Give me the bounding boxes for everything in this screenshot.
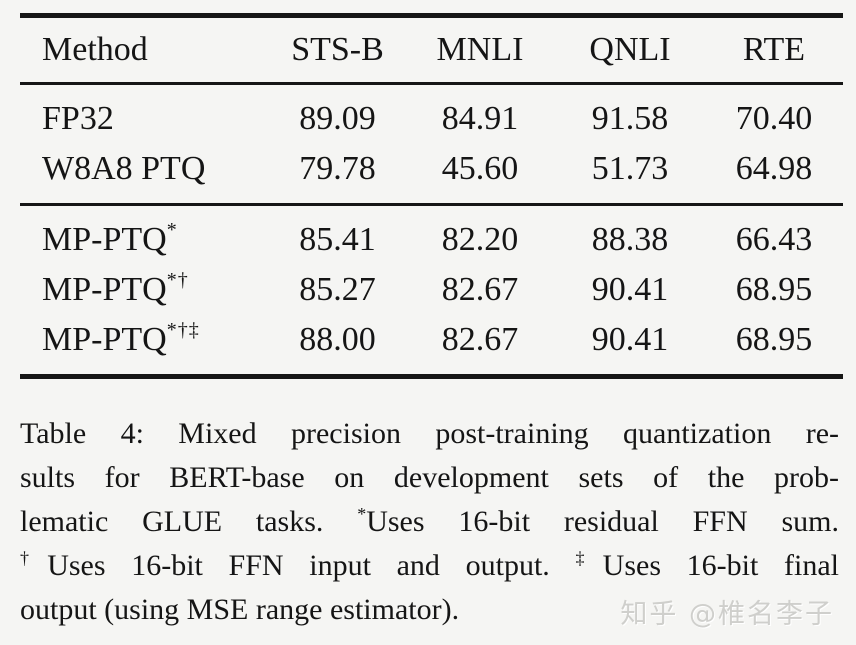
caption-line: sults for BERT-base on development sets … [20,456,839,500]
method-cell: MP-PTQ*†‡ [20,315,270,377]
column-header-method: Method [20,15,270,85]
method-label: FP32 [42,100,114,137]
score-cell: 66.43 [735,221,813,258]
column-header-qnli: QNLI [555,15,705,85]
score-cell: 88.38 [591,221,669,258]
score-cell: 79.78 [270,144,405,206]
footnote-marker: ‡ [575,548,603,568]
caption-line: lematic GLUE tasks. *Uses 16-bit residua… [20,500,839,544]
caption-text: Uses 16-bit final [602,549,839,582]
caption-text: Uses 16-bit residual FFN sum. [366,505,839,538]
column-header-rte: RTE [705,15,843,85]
caption-text: output (using MSE range estimator). [20,593,460,626]
column-header-stsb: STS-B [270,15,405,85]
method-cell: MP-PTQ*† [20,265,270,315]
score-cell: 85.41 [299,221,376,258]
score-cell: 68.95 [735,321,813,358]
table-row: W8A8 PTQ 79.78 45.60 51.73 64.98 [20,144,843,206]
table-row: MP-PTQ*† 85.27 82.67 90.41 68.95 [20,265,843,315]
score-cell: 91.58 [591,100,669,137]
score-cell: 88.00 [299,321,376,358]
method-cell: FP32 [20,84,270,145]
caption-text: lematic GLUE tasks. [20,505,358,538]
caption-line: †Uses 16-bit FFN input and output. ‡Uses… [20,544,839,588]
score-cell: 85.27 [299,271,376,308]
footnote-marker: * [357,504,367,524]
zhihu-watermark: 知乎 @椎名李子 [620,599,834,630]
score-cell: 51.73 [555,144,705,206]
header-row: Method STS-B MNLI QNLI RTE [20,15,843,85]
score-cell: 82.20 [441,221,519,258]
method-marker: *† [166,269,189,291]
method-marker: *†‡ [166,319,200,341]
table-row: FP32 89.09 84.91 91.58 70.40 [20,84,843,145]
method-label: MP-PTQ [42,221,167,258]
score-cell: 82.67 [441,321,519,358]
caption-line: output (using MSE range estimator). [20,588,839,632]
caption-text: Uses 16-bit FFN input and output. [47,549,576,582]
score-cell: 68.95 [735,271,813,308]
score-cell: 90.41 [591,321,669,358]
method-marker: * [166,219,178,241]
caption-text: sults for BERT-base on development sets … [20,461,839,494]
table-caption: Table 4: Mixed precision post-training q… [20,412,839,632]
method-label: MP-PTQ [42,321,167,358]
score-cell: 84.91 [441,100,519,137]
column-header-mnli: MNLI [405,15,555,85]
caption-text: Table 4: Mixed precision post-training q… [20,417,839,450]
method-cell: W8A8 PTQ [20,144,270,206]
score-cell: 90.41 [591,271,669,308]
method-label: W8A8 PTQ [42,150,206,187]
footnote-marker: † [20,548,48,568]
score-cell: 45.60 [405,144,555,206]
table-row: MP-PTQ*†‡ 88.00 82.67 90.41 68.95 [20,315,843,377]
method-label: MP-PTQ [42,271,167,308]
method-cell: MP-PTQ* [20,205,270,266]
score-cell: 64.98 [705,144,843,206]
results-table: Method STS-B MNLI QNLI RTE FP32 89.09 84… [20,13,843,379]
table-row: MP-PTQ* 85.41 82.20 88.38 66.43 [20,205,843,266]
caption-line: Table 4: Mixed precision post-training q… [20,412,839,456]
score-cell: 70.40 [735,100,813,137]
results-table-wrap: Method STS-B MNLI QNLI RTE FP32 89.09 84… [20,13,843,379]
score-cell: 82.67 [441,271,519,308]
score-cell: 89.09 [299,100,376,137]
